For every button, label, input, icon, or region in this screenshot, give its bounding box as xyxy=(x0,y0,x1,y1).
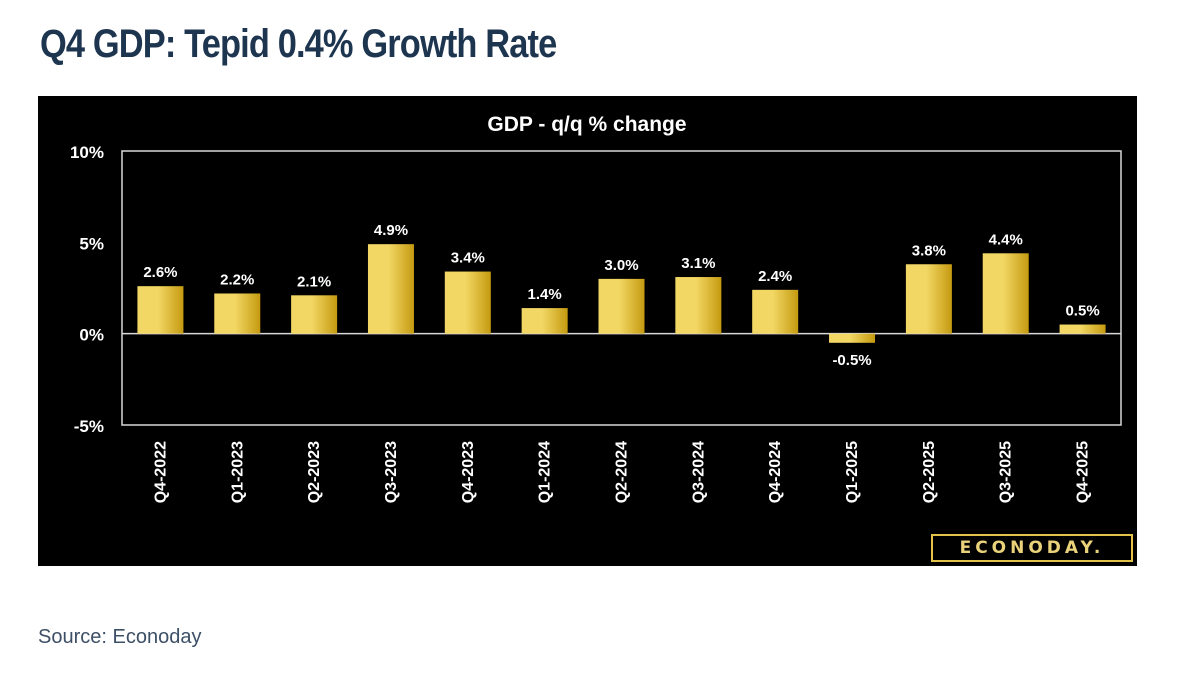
x-tick-label: Q4-2023 xyxy=(460,441,477,503)
bar xyxy=(521,308,568,334)
x-tick-label: Q2-2023 xyxy=(306,441,323,503)
bar xyxy=(829,333,876,343)
y-tick-label: -5% xyxy=(74,417,104,436)
bar-data-label: 2.4% xyxy=(758,268,792,285)
source-note: Source: Econoday xyxy=(38,626,202,648)
bar xyxy=(598,278,645,334)
bar xyxy=(752,289,799,334)
x-tick-label: Q4-2025 xyxy=(1075,441,1092,503)
y-tick-label: 10% xyxy=(70,143,104,162)
bar xyxy=(675,277,722,334)
bar-data-label: 4.9% xyxy=(374,222,408,239)
bar-data-label: 0.5% xyxy=(1065,303,1099,320)
bar xyxy=(1059,324,1106,334)
bar xyxy=(291,295,338,334)
gdp-bar-chart: GDP - q/q % change 10% 5% 0% -5% 2.6% 2.2% 2.… xyxy=(70,113,1122,503)
bar-data-label: 2.6% xyxy=(143,264,177,281)
x-tick-label: Q1-2025 xyxy=(844,441,861,503)
bar-data-label: 2.1% xyxy=(297,273,331,290)
bar-data-label: 4.4% xyxy=(989,231,1023,248)
bar xyxy=(214,293,261,334)
bar-data-label: 3.4% xyxy=(451,250,485,267)
bar-data-label: 3.1% xyxy=(681,255,715,272)
y-tick-label: 0% xyxy=(79,326,104,345)
bar-data-label: 1.4% xyxy=(528,286,562,303)
x-tick-label: Q3-2024 xyxy=(690,441,707,503)
x-tick-label: Q4-2024 xyxy=(767,441,784,503)
bar xyxy=(982,253,1029,334)
bar xyxy=(905,264,952,334)
x-tick-label: Q3-2023 xyxy=(383,441,400,503)
bar-data-label: 2.2% xyxy=(220,271,254,288)
x-tick-label: Q2-2025 xyxy=(921,441,938,503)
x-tick-label: Q4-2022 xyxy=(152,441,169,503)
x-tick-label: Q1-2023 xyxy=(229,441,246,503)
page-headline: Q4 GDP: Tepid 0.4% Growth Rate xyxy=(40,22,557,66)
chart-title: GDP - q/q % change xyxy=(487,113,686,136)
plot-area-frame xyxy=(121,150,1122,426)
x-tick-label: Q3-2025 xyxy=(998,441,1015,503)
y-tick-label: 5% xyxy=(79,234,104,253)
bar xyxy=(444,271,491,334)
bar xyxy=(137,286,184,334)
bar-data-label: -0.5% xyxy=(832,352,871,369)
chart-panel: GDP - q/q % change 10% 5% 0% -5% 2.6% 2.2% 2.… xyxy=(38,96,1137,566)
bar-data-label: 3.0% xyxy=(604,257,638,274)
bar xyxy=(367,244,414,334)
x-tick-label: Q2-2024 xyxy=(614,441,631,503)
bar-data-label: 3.8% xyxy=(912,242,946,259)
x-tick-label: Q1-2024 xyxy=(537,441,554,503)
econoday-logo: ECONODAY. xyxy=(931,534,1133,562)
